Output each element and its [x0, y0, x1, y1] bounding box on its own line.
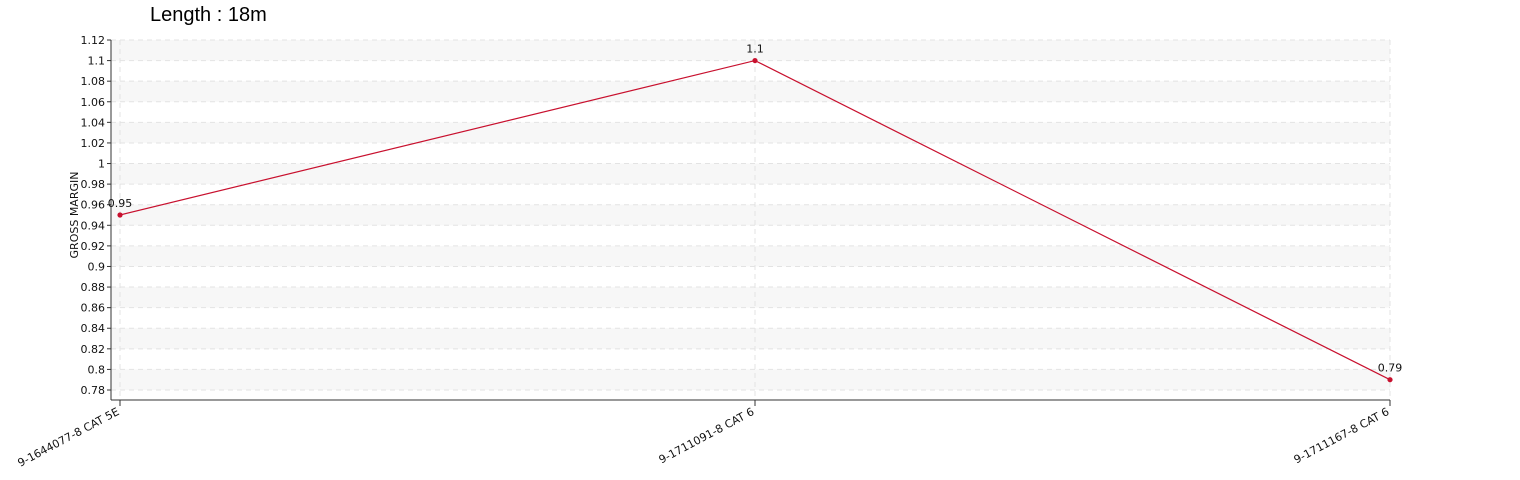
grid-bands	[111, 40, 1390, 390]
y-tick-label: 0.94	[81, 219, 106, 232]
y-tick-label: 0.8	[88, 363, 106, 376]
x-axis-ticks: 9-1644077-8 CAT 5E 9-1711091-8 CAT 6 9-171…	[16, 400, 1392, 470]
data-point	[1387, 377, 1393, 383]
y-tick-label: 0.86	[81, 302, 106, 315]
axes	[110, 40, 1390, 401]
grid-lines	[111, 39, 1391, 400]
data-label: 1.1	[746, 43, 764, 56]
grid-band	[111, 204, 1390, 226]
y-tick-label: 0.96	[81, 199, 106, 212]
y-tick-label: 1.02	[81, 137, 106, 150]
y-tick-label: 0.98	[81, 178, 106, 191]
y-tick-label: 0.88	[81, 281, 106, 294]
y-tick-label: 1	[98, 158, 105, 171]
y-tick-label: 0.92	[81, 240, 106, 253]
y-axis-label: GROSS MARGIN	[68, 172, 81, 259]
y-tick-label: 1.08	[81, 75, 106, 88]
data-point	[117, 212, 123, 218]
y-tick-label: 0.84	[81, 322, 106, 335]
chart-title: Length : 18m	[150, 4, 267, 26]
grid-band	[111, 122, 1390, 143]
x-tick-label: 9-1711091-8 CAT 6	[657, 405, 757, 466]
data-label: 0.79	[1378, 362, 1403, 375]
y-tick-label: 1.04	[81, 116, 106, 129]
grid-band	[111, 328, 1390, 349]
y-tick-label: 1.12	[81, 34, 106, 47]
y-tick-label: 0.78	[81, 384, 106, 397]
grid-band	[111, 245, 1390, 267]
x-tick-label: 9-1711167-8 CAT 6	[1292, 405, 1392, 466]
grid-band	[111, 369, 1390, 390]
grid-band	[111, 287, 1390, 308]
series-group: 0.95 1.1 0.79	[108, 43, 1403, 383]
y-tick-label: 1.1	[88, 55, 106, 68]
grid-band	[111, 40, 1390, 61]
x-tick-label: 9-1644077-8 CAT 5E	[16, 405, 122, 470]
grid-band	[111, 81, 1390, 102]
y-tick-label: 0.9	[88, 260, 106, 273]
data-point	[752, 57, 758, 64]
data-label: 0.95	[108, 197, 133, 210]
grid-band	[111, 163, 1390, 185]
y-tick-label: 0.82	[81, 343, 106, 356]
y-axis-ticks: 0.78 0.8 0.82 0.84 0.86 0.88 0.9 0.92 0.94 0.96 0.…	[81, 34, 111, 397]
y-tick-label: 1.06	[81, 96, 106, 109]
